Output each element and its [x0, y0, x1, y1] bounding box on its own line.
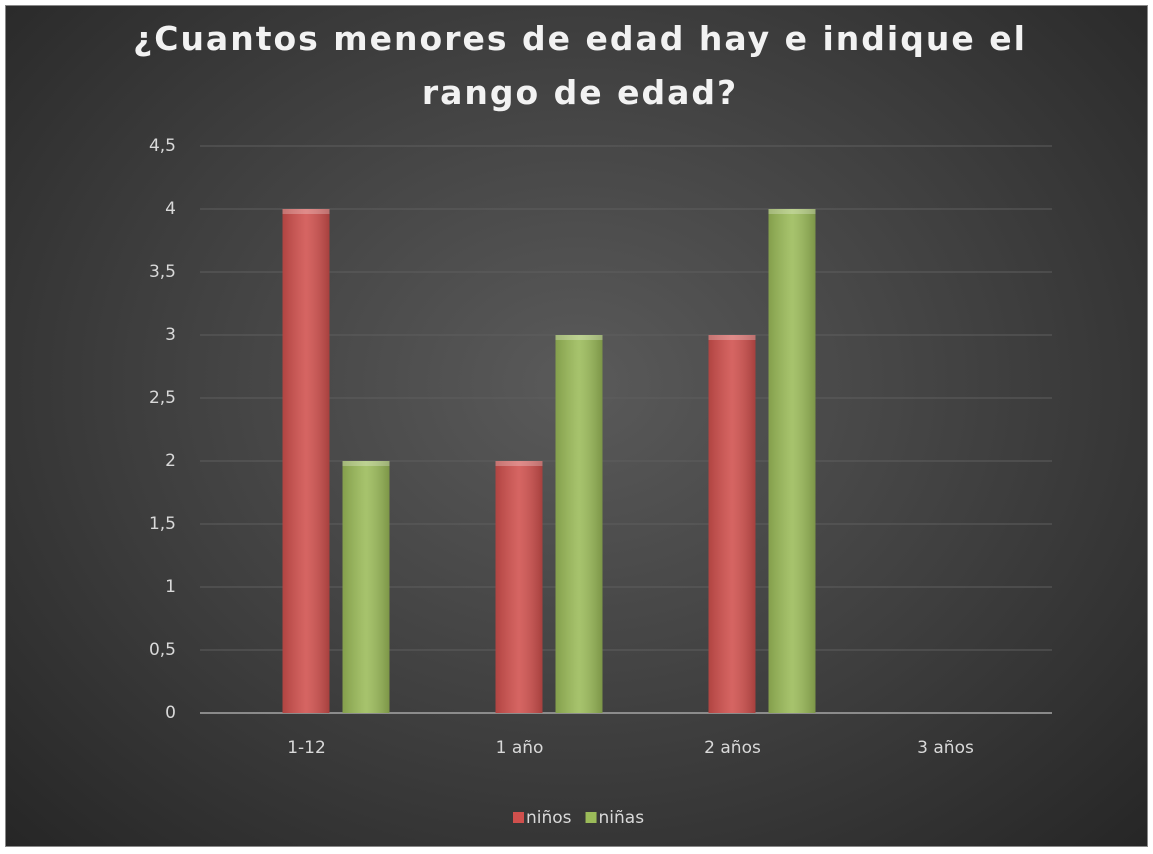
bar-cap — [768, 209, 816, 214]
bar-cap — [282, 209, 330, 214]
bar-cap — [342, 461, 390, 466]
x-tick-label: 2 años — [704, 738, 761, 758]
y-tick-label: 0,5 — [149, 640, 176, 660]
x-tick-label: 1-12 — [287, 738, 326, 758]
y-tick-label: 3 — [165, 325, 176, 345]
y-tick-label: 1,5 — [149, 514, 176, 534]
bar-shine — [342, 461, 390, 713]
bar-shine — [495, 461, 543, 713]
legend-label: niñas — [599, 808, 645, 828]
bar-cap — [708, 335, 756, 340]
y-tick-label: 2,5 — [149, 388, 176, 408]
x-tick-label: 1 año — [496, 738, 544, 758]
bar-cap — [555, 335, 603, 340]
y-tick-label: 1 — [165, 577, 176, 597]
bar-shine — [768, 209, 816, 713]
legend-marker — [585, 812, 597, 823]
bar-shine — [282, 209, 330, 713]
bar-shine — [555, 335, 603, 713]
legend-label: niños — [526, 808, 572, 828]
bar-cap — [495, 461, 543, 466]
y-tick-label: 4 — [165, 199, 176, 219]
legend-marker — [513, 812, 524, 823]
x-tick-label: 3 años — [917, 738, 974, 758]
y-tick-label: 0 — [165, 703, 176, 723]
y-tick-label: 3,5 — [149, 262, 176, 282]
chart-title: ¿Cuantos menores de edad hay e indique e… — [133, 19, 1027, 112]
y-tick-label: 2 — [165, 451, 176, 471]
y-tick-label: 4,5 — [149, 136, 176, 156]
bar-shine — [708, 335, 756, 713]
